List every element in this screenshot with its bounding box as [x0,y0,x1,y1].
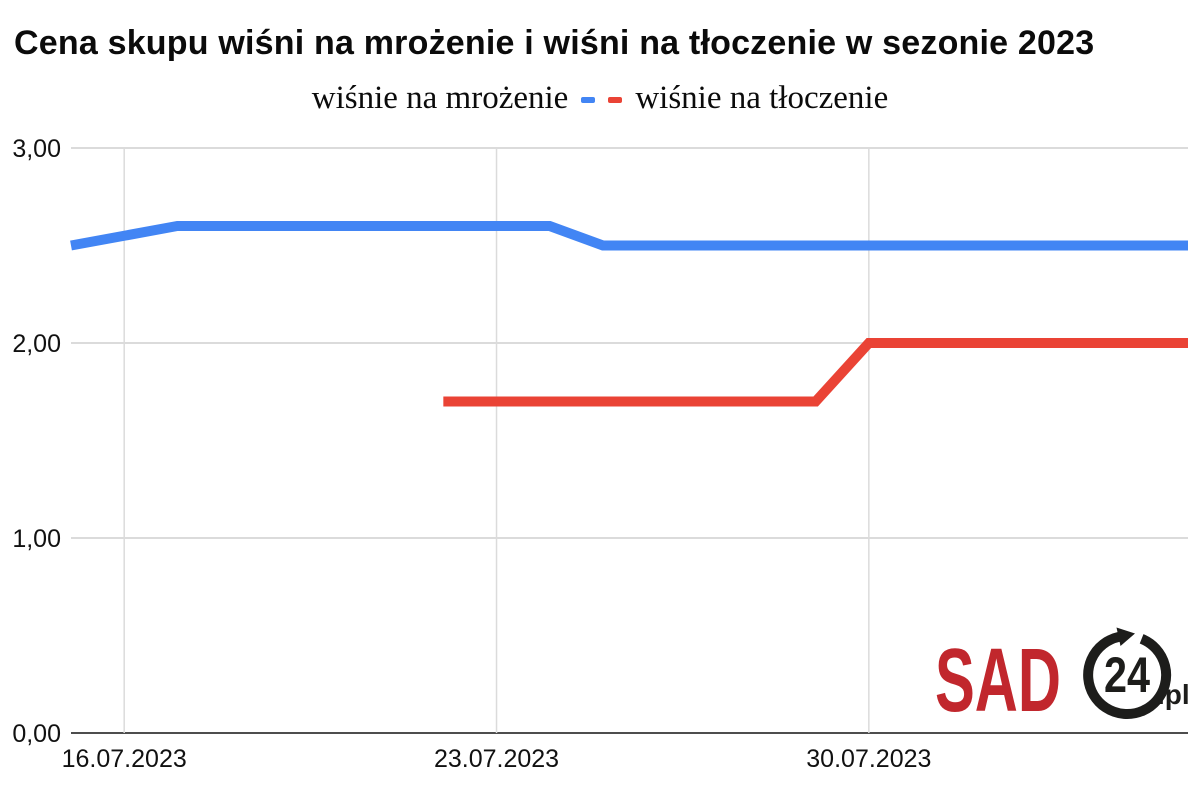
series-lines [70,221,1188,407]
logo-circle-arrow-icon [1083,632,1172,720]
x-tick-label: 23.07.2023 [434,745,559,773]
x-tick-label: 30.07.2023 [806,745,931,773]
legend-dash-red-icon [608,97,623,103]
logo-arrowhead-icon [1116,627,1135,646]
logo-sad-text: SAD [935,631,1061,722]
chart-title: Cena skupu wiśni na mrożenie i wiśni na … [14,24,1095,62]
y-tick-label: 2,00 [12,330,61,358]
axis-tick-labels: 0,00 1,00 2,00 3,00 16.07.2023 23.07.2023 30.0… [12,135,931,773]
y-tick-label: 3,00 [12,135,61,163]
y-tick-label: 0,00 [12,720,61,748]
x-tick-label: 16.07.2023 [62,745,187,773]
logo-24-text: 24 [1104,647,1150,703]
legend-dash-blue-icon [581,97,596,103]
sad24-logo: SAD 24 .pl [935,627,1190,722]
series-line-tloczenie [443,338,1188,407]
legend-label-tloczenie: wiśnie na tłoczenie [635,80,889,116]
chart-legend: wiśnie na mrożenie wiśnie na tłoczenie [0,80,1200,116]
series-line-mrozenie [70,221,1188,251]
logo-pl-text: .pl [1157,679,1190,710]
legend-label-mrozenie: wiśnie na mrożenie [311,80,569,116]
y-tick-label: 1,00 [12,525,61,553]
